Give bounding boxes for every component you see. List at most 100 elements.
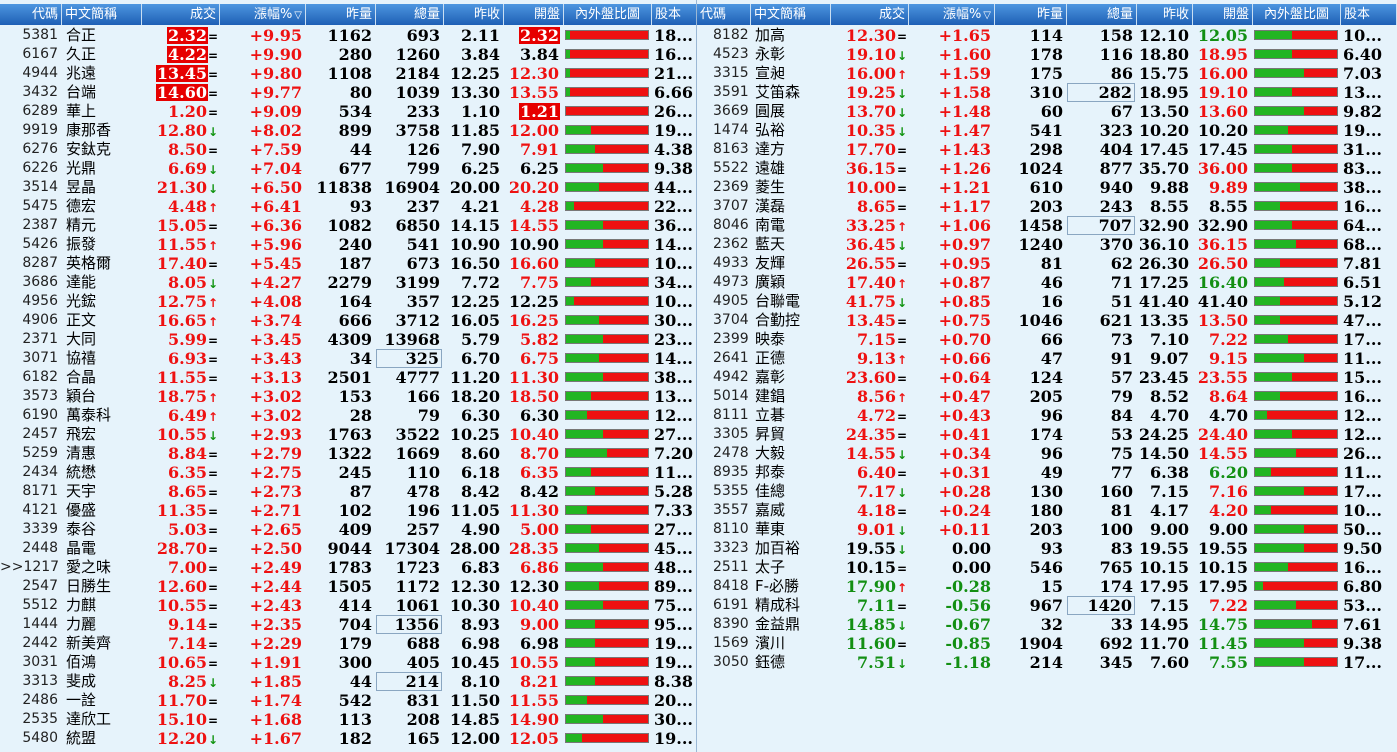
stock-code: 3313 bbox=[22, 673, 58, 689]
column-header-prev-vol[interactable]: 昨量 bbox=[995, 4, 1067, 25]
previous-volume: 80 bbox=[349, 83, 372, 102]
stock-name: 宣昶 bbox=[755, 64, 786, 82]
previous-volume: 214 bbox=[1029, 653, 1063, 672]
capital: 7.61 bbox=[1343, 615, 1382, 634]
column-header-open[interactable]: 開盤 bbox=[1193, 4, 1253, 25]
capital: 13... bbox=[1343, 83, 1382, 102]
total-volume: 405 bbox=[406, 653, 440, 672]
change-percent: +5.45 bbox=[249, 254, 302, 273]
previous-volume: 1763 bbox=[327, 425, 372, 444]
last-price: 7.11= bbox=[831, 596, 907, 615]
previous-close: 12.10 bbox=[1138, 26, 1189, 45]
total-volume: 692 bbox=[1099, 634, 1133, 653]
column-header-price[interactable]: 成交 bbox=[831, 4, 909, 25]
sell-portion bbox=[1304, 487, 1337, 495]
stock-name: F-必勝 bbox=[755, 577, 800, 595]
last-price: 7.14= bbox=[142, 634, 218, 653]
change-percent: +0.75 bbox=[938, 311, 991, 330]
column-header-prev-close[interactable]: 昨收 bbox=[1137, 4, 1193, 25]
column-header-pct[interactable]: 漲幅% ▽ bbox=[909, 4, 995, 25]
total-volume: 673 bbox=[406, 254, 440, 273]
stock-name: 合晶 bbox=[66, 368, 97, 386]
stock-name: 太子 bbox=[755, 558, 786, 576]
capital: 26... bbox=[1343, 444, 1382, 463]
last-price: 12.60= bbox=[142, 577, 218, 596]
column-header-capital[interactable]: 股本 bbox=[652, 4, 697, 25]
capital: 44... bbox=[654, 178, 693, 197]
open-price: 8.70 bbox=[504, 444, 560, 463]
last-price: 9.13↑ bbox=[831, 349, 907, 368]
buy-portion bbox=[566, 468, 591, 476]
previous-close: 10.30 bbox=[449, 596, 500, 615]
up-arrow-icon: ↑ bbox=[897, 353, 907, 367]
last-price: 16.65↑ bbox=[142, 311, 218, 330]
previous-close: 10.45 bbox=[449, 653, 500, 672]
stock-name: 建錩 bbox=[755, 387, 786, 405]
column-header-code[interactable]: 代碼 bbox=[0, 4, 62, 25]
open-price-value: 41.40 bbox=[1197, 292, 1248, 311]
flat-marker-icon: = bbox=[897, 334, 907, 348]
buy-portion bbox=[1255, 69, 1304, 77]
column-header-volume[interactable]: 總量 bbox=[376, 4, 444, 25]
open-price: 14.55 bbox=[1193, 444, 1249, 463]
stock-code: 3323 bbox=[713, 540, 749, 556]
open-price-value: 8.42 bbox=[520, 482, 559, 501]
sell-portion bbox=[566, 107, 648, 115]
column-header-name[interactable]: 中文簡稱 bbox=[751, 4, 831, 25]
capital: 10... bbox=[1343, 26, 1382, 45]
stock-code: 3669 bbox=[713, 103, 749, 119]
last-price: 10.00= bbox=[831, 178, 907, 197]
up-arrow-icon: ↑ bbox=[208, 410, 218, 424]
total-volume: 77 bbox=[1110, 463, 1133, 482]
total-volume: 71 bbox=[1110, 273, 1133, 292]
change-percent: +5.96 bbox=[249, 235, 302, 254]
column-header-price[interactable]: 成交 bbox=[142, 4, 220, 25]
column-header-ratio[interactable]: 內外盤比圖 bbox=[1253, 4, 1341, 25]
capital: 11... bbox=[1343, 463, 1382, 482]
column-header-label: 成交 bbox=[878, 7, 905, 22]
open-price-value: 6.20 bbox=[1209, 463, 1248, 482]
column-header-name[interactable]: 中文簡稱 bbox=[62, 4, 142, 25]
capital: 6.40 bbox=[1343, 45, 1382, 64]
open-price: 1.21 bbox=[504, 102, 560, 121]
table-header: 代碼 中文簡稱 成交 漲幅% ▽ 昨量 總量 昨收 開盤 內外盤比圖 股本 bbox=[0, 4, 697, 25]
total-volume: 33 bbox=[1110, 615, 1133, 634]
previous-volume: 2501 bbox=[327, 368, 372, 387]
last-price: 2.32= bbox=[142, 26, 218, 45]
sort-desc-icon[interactable]: ▽ bbox=[294, 10, 302, 21]
total-volume: 940 bbox=[1099, 178, 1133, 197]
last-price-value: 24.35 bbox=[845, 425, 896, 444]
buy-sell-ratio-bar bbox=[1254, 220, 1338, 230]
column-header-pct[interactable]: 漲幅% ▽ bbox=[220, 4, 306, 25]
last-price: 36.45↓ bbox=[831, 235, 907, 254]
stock-code: 6276 bbox=[22, 141, 58, 157]
open-price-value: 8.21 bbox=[520, 672, 559, 691]
previous-close: 8.93 bbox=[461, 615, 500, 634]
open-price: 11.30 bbox=[504, 368, 560, 387]
total-volume: 116 bbox=[1099, 45, 1133, 64]
sell-portion bbox=[591, 392, 648, 400]
last-price: 5.99= bbox=[142, 330, 218, 349]
open-price-value: 17.45 bbox=[1197, 140, 1248, 159]
down-arrow-icon: ↓ bbox=[208, 429, 218, 443]
open-price-value: 14.90 bbox=[508, 710, 559, 729]
open-price: 11.45 bbox=[1193, 634, 1249, 653]
column-header-ratio[interactable]: 內外盤比圖 bbox=[564, 4, 652, 25]
column-header-label: 漲幅% bbox=[253, 7, 293, 22]
column-header-capital[interactable]: 股本 bbox=[1341, 4, 1397, 25]
capital: 14... bbox=[654, 235, 693, 254]
capital: 15... bbox=[1343, 368, 1382, 387]
sort-desc-icon[interactable]: ▽ bbox=[983, 10, 991, 21]
last-price-value: 12.30 bbox=[845, 26, 896, 45]
flat-marker-icon: = bbox=[897, 372, 907, 386]
previous-volume: 16 bbox=[1040, 292, 1063, 311]
total-volume: 4777 bbox=[395, 368, 440, 387]
change-percent: +1.48 bbox=[938, 102, 991, 121]
column-header-prev-close[interactable]: 昨收 bbox=[444, 4, 504, 25]
column-header-prev-vol[interactable]: 昨量 bbox=[306, 4, 376, 25]
total-volume: 831 bbox=[406, 691, 440, 710]
column-header-code[interactable]: 代碼 bbox=[697, 4, 751, 25]
previous-volume: 32 bbox=[1040, 615, 1063, 634]
column-header-volume[interactable]: 總量 bbox=[1067, 4, 1137, 25]
column-header-open[interactable]: 開盤 bbox=[504, 4, 564, 25]
